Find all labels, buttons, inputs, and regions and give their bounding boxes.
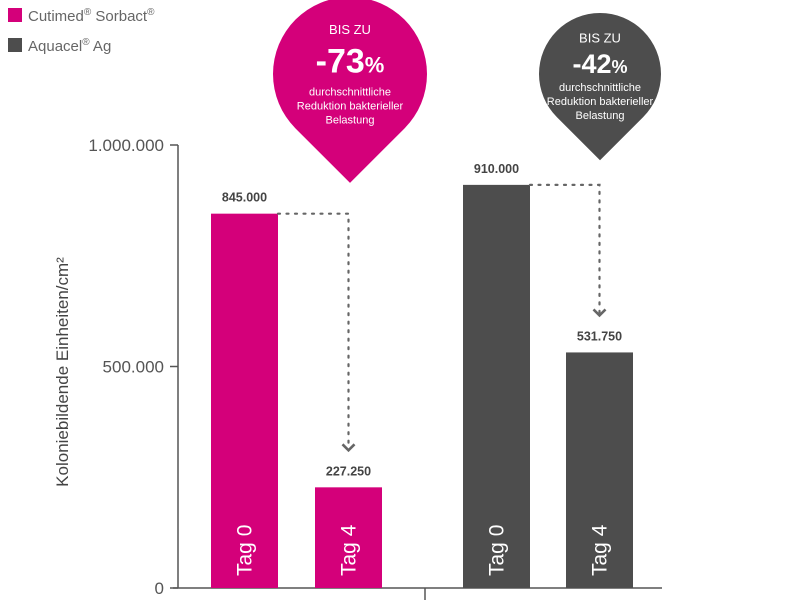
y-axis-title: Koloniebildende Einheiten/cm² — [53, 257, 72, 487]
y-tick-label: 500.000 — [103, 358, 164, 377]
legend-label-cutimed-sup2: ® — [147, 7, 155, 18]
reduction-description: Belastung — [576, 110, 625, 122]
legend-label-cutimed-sup1: ® — [84, 7, 92, 18]
reduction-description: durchschnittliche — [559, 82, 641, 94]
bar — [566, 352, 633, 588]
reduction-bubbles: BIS ZU -73% durchschnittliche Reduktion bak… — [273, 0, 661, 453]
reduction-value: -42% — [572, 49, 627, 79]
legend-label-cutimed-base: Cutimed — [28, 8, 84, 25]
legend-label-aquacel: Aquacel® Ag — [28, 37, 111, 55]
reduction-description: Belastung — [326, 115, 375, 127]
reduction-description: durchschnittliche — [309, 87, 391, 99]
reduction-prefix: BIS ZU — [579, 30, 621, 45]
value-label: 227.250 — [326, 464, 371, 478]
reduction-number: -42 — [572, 49, 611, 79]
reduction-value: -73% — [316, 42, 385, 80]
y-tick-label: 0 — [155, 579, 164, 598]
legend-label-cutimed-mid: Sorbact — [91, 8, 148, 25]
bar-category-label: Tag 4 — [589, 524, 612, 576]
legend-swatch-cutimed — [8, 8, 22, 22]
legend-swatch-aquacel — [8, 38, 22, 52]
bar — [463, 184, 530, 588]
reduction-arrowhead — [341, 443, 356, 453]
reduction-bubble — [273, 0, 427, 183]
reduction-percent: % — [612, 57, 628, 77]
legend-label-aquacel-mid: Ag — [90, 38, 112, 55]
bar-category-label: Tag 4 — [338, 524, 361, 576]
reduction-connector — [276, 212, 350, 449]
bar — [211, 213, 278, 589]
reduction-connector — [528, 183, 601, 314]
bar-category-label: Tag 0 — [486, 525, 509, 576]
reduction-bubble — [538, 12, 661, 161]
bars: 845.000 Tag 0 227.250 Tag 4 910.000 Tag 0 531.… — [211, 162, 633, 589]
legend-label-aquacel-sup: ® — [82, 37, 90, 48]
bar-category-label: Tag 0 — [234, 525, 257, 576]
reduction-description: Reduktion bakterieller — [297, 101, 404, 113]
reduction-number: -73 — [316, 42, 365, 80]
value-label: 910.000 — [474, 162, 519, 176]
value-label: 845.000 — [222, 191, 267, 205]
y-tick-label: 1.000.000 — [88, 136, 164, 155]
reduction-percent: % — [365, 52, 385, 77]
legend-label-cutimed: Cutimed® Sorbact® — [28, 7, 155, 25]
reduction-arrowhead — [592, 308, 607, 318]
legend-label-aquacel-base: Aquacel — [28, 38, 82, 55]
reduction-description: Reduktion bakterieller — [547, 96, 654, 108]
reduction-prefix: BIS ZU — [329, 22, 371, 37]
value-label: 531.750 — [577, 329, 622, 343]
legend: Cutimed® Sorbact® Aquacel® Ag — [8, 7, 155, 55]
bar — [315, 487, 382, 588]
